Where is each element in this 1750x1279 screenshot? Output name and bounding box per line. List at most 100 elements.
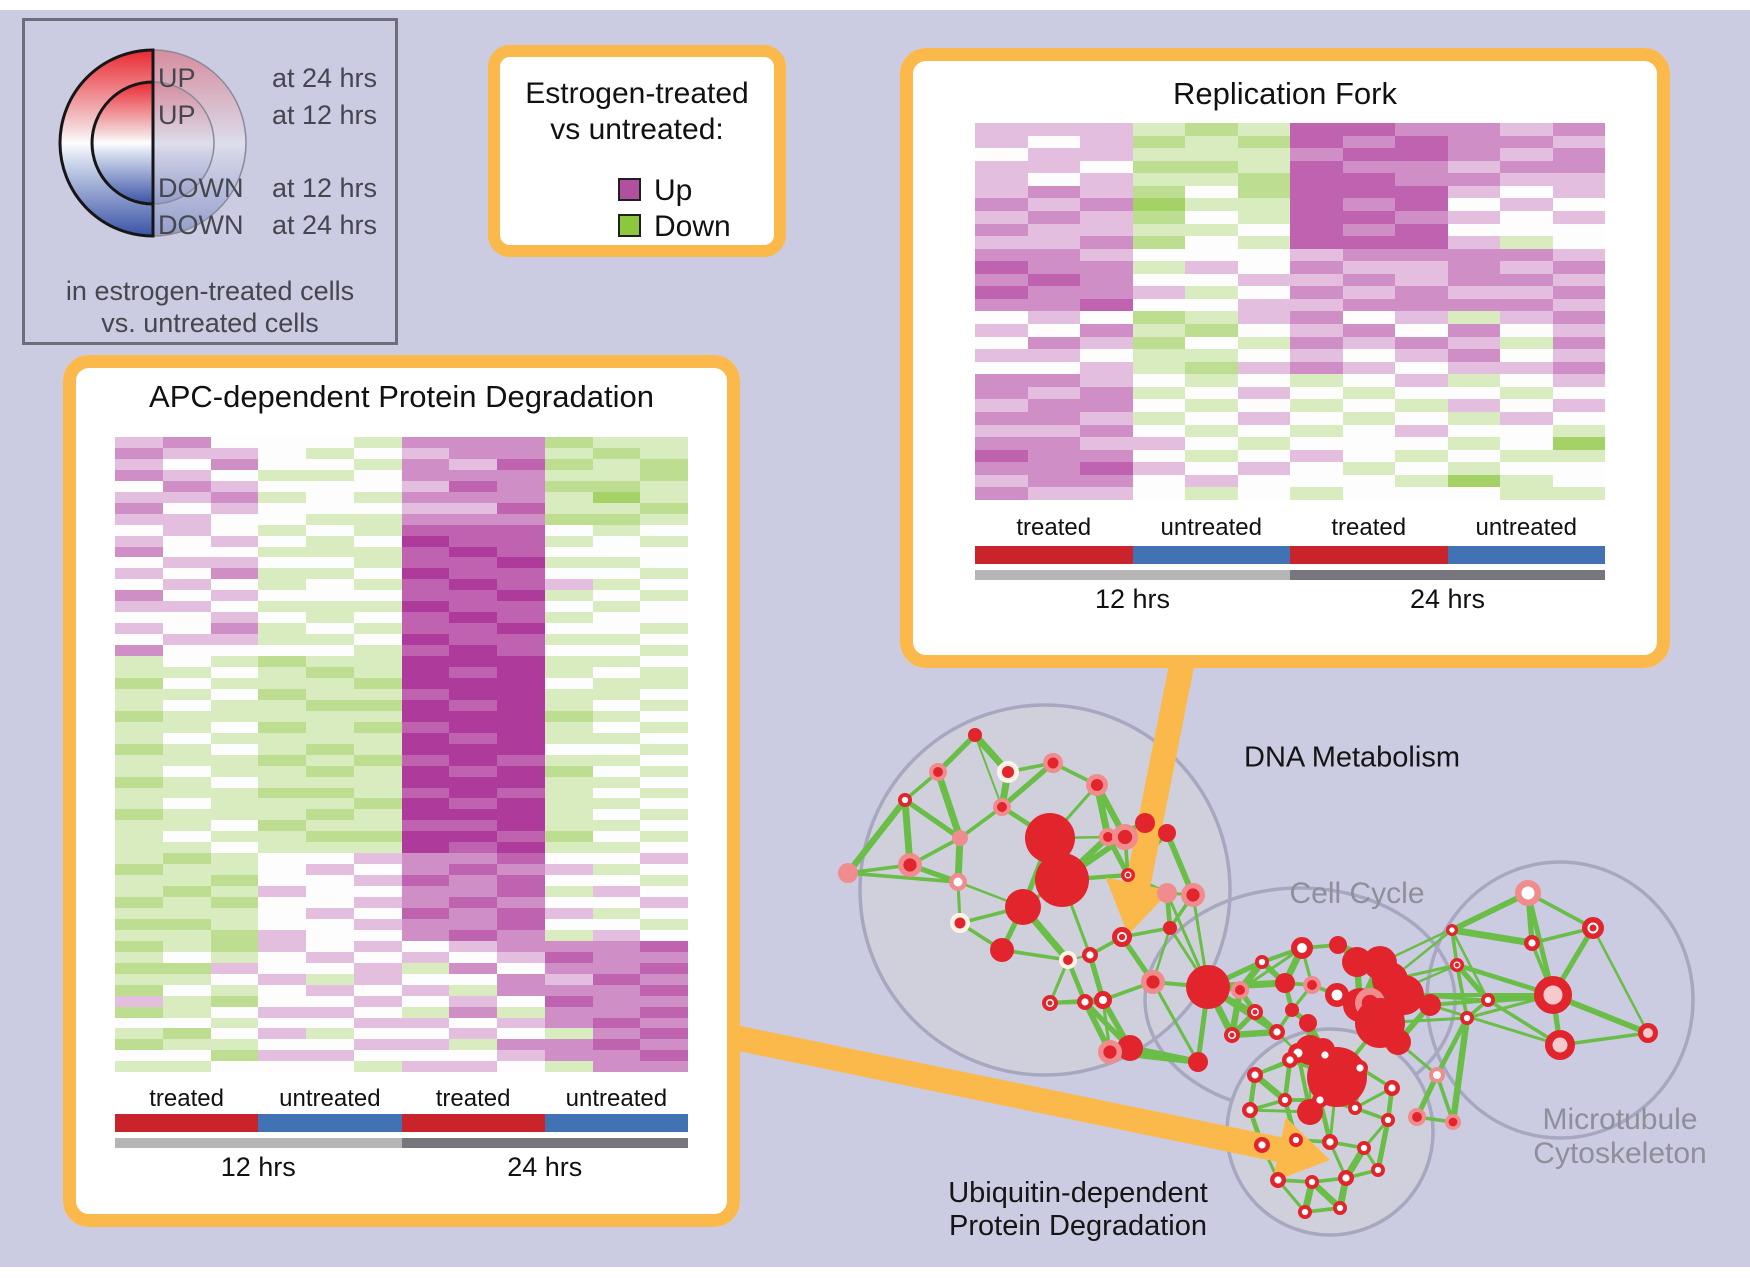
- untreated-bar: [1132, 546, 1290, 564]
- heatmap-row: [975, 399, 1605, 412]
- panel-apc-dependent-protein-degradation: APC-dependent Protein Degradation treated…: [63, 355, 740, 1227]
- heatmap-row: [115, 590, 688, 602]
- heatmap-row: [115, 513, 688, 525]
- network-label-line: Ubiquitin-dependent: [948, 1177, 1208, 1209]
- treated-bar: [115, 1114, 259, 1132]
- treated-bar: [401, 1114, 545, 1132]
- group-label-2-treated: treated: [435, 1085, 511, 1112]
- heatmap-row: [975, 298, 1605, 312]
- treated-bar: [975, 546, 1133, 564]
- heatmap-apc: [115, 437, 688, 1073]
- untreated-bar: [544, 1114, 688, 1132]
- heatmap-row: [115, 568, 688, 580]
- network-label-line: DNA Metabolism: [1244, 741, 1460, 774]
- heatmap-row: [975, 123, 1605, 136]
- heatmap-row: [115, 677, 688, 689]
- heatmap-row: [115, 469, 688, 481]
- heatmap-row: [115, 973, 688, 985]
- heatmap-row: [975, 462, 1605, 475]
- heatmap-row: [975, 487, 1605, 500]
- heatmap-row: [115, 634, 688, 646]
- heatmap-row: [115, 437, 688, 448]
- network-label-line: Protein Degradation: [949, 1210, 1207, 1242]
- heatmap-row: [975, 185, 1605, 199]
- heatmap-row: [115, 721, 688, 733]
- time-bar-12hrs: [115, 1138, 402, 1148]
- heatmap-row: [115, 984, 688, 996]
- untreated-bar: [258, 1114, 402, 1132]
- circle-legend-direction-1: UP: [158, 100, 196, 130]
- time-bar-24hrs: [1290, 570, 1605, 580]
- heatmap-row: [115, 447, 688, 459]
- figure-canvas: UP at 24 hrs UP at 12 hrs DOWN at 12 hrs DOWN a…: [0, 10, 1750, 1267]
- heatmap-row: [115, 809, 688, 821]
- heatmap-row: [975, 286, 1605, 299]
- group-label-3-untreated: untreated: [1475, 514, 1577, 541]
- color-legend-item-label: Down: [654, 210, 731, 243]
- heatmap-row: [975, 361, 1605, 375]
- heatmap-row: [975, 173, 1605, 186]
- heatmap-row: [975, 135, 1605, 149]
- heatmap-row: [115, 645, 688, 657]
- heatmap-row: [115, 864, 688, 876]
- time-label-12hrs: 12 hrs: [1094, 584, 1171, 614]
- heatmap-row: [115, 1017, 688, 1029]
- circle-legend-time-0: at 24 hrs: [271, 63, 377, 93]
- color-legend-item-label: Up: [654, 174, 693, 207]
- heatmap-row: [975, 411, 1605, 425]
- time-bar-24hrs: [401, 1138, 688, 1148]
- color-legend-box: Estrogen-treated vs untreated: Up Down: [488, 45, 786, 257]
- color-legend-title-line2: vs untreated:: [550, 113, 724, 146]
- heatmap-row: [115, 524, 688, 536]
- heatmap-row: [115, 1028, 688, 1040]
- heatmap-row: [975, 437, 1605, 450]
- untreated-bar: [1447, 546, 1605, 564]
- bottom-margin: [0, 1267, 1750, 1279]
- heatmap-row: [975, 236, 1605, 249]
- heatmap-row: [115, 897, 688, 908]
- heatmap-row: [115, 831, 688, 843]
- network-cluster-label-mt: Microtubule Cytoskeleton: [1533, 1103, 1706, 1171]
- heatmap-row: [975, 449, 1605, 463]
- heatmap-row: [115, 732, 688, 744]
- heatmap-row: [115, 765, 688, 777]
- heatmap-row: [115, 546, 688, 558]
- heatmap-row: [115, 601, 688, 613]
- heatmap-row: [975, 148, 1605, 161]
- heatmap-row: [115, 656, 688, 668]
- heatmap-row: [115, 502, 688, 514]
- top-margin: [0, 0, 1750, 10]
- heatmap-row: [115, 951, 688, 963]
- group-label-0-treated: treated: [149, 1085, 224, 1112]
- heatmap-row: [115, 623, 688, 635]
- down-color-swatch-icon: [618, 214, 641, 237]
- network-cluster-label-ub: Ubiquitin-dependent Protein Degradation: [948, 1177, 1208, 1243]
- heatmap-row: [115, 929, 688, 941]
- group-label-0-treated: treated: [1016, 514, 1092, 541]
- heatmap-row: [115, 491, 688, 503]
- network-label-line: Cell Cycle: [1289, 877, 1425, 910]
- treated-bar: [1290, 546, 1448, 564]
- circle-legend-direction-2: DOWN: [158, 173, 244, 203]
- heatmap-row: [975, 386, 1605, 400]
- heatmap-row: [975, 424, 1605, 438]
- heatmap-row: [975, 336, 1605, 350]
- heatmap-row: [115, 787, 688, 799]
- circle-legend-caption-line1: in estrogen-treated cells: [65, 276, 355, 306]
- heatmap-row: [115, 458, 688, 470]
- up-down-gradient-circles-icon: [58, 48, 247, 238]
- heatmap-row: [115, 480, 688, 492]
- heatmap-row: [115, 754, 688, 766]
- heatmap-row: [975, 273, 1605, 287]
- group-label-1-untreated: untreated: [279, 1085, 381, 1112]
- heatmap-row: [975, 223, 1605, 237]
- heatmap-row: [115, 995, 688, 1007]
- time-label-12hrs: 12 hrs: [220, 1152, 296, 1182]
- group-label-3-untreated: untreated: [565, 1085, 668, 1112]
- heatmap-row: [115, 820, 688, 832]
- circle-legend-direction-3: DOWN: [158, 210, 244, 240]
- heatmap-row: [975, 324, 1605, 337]
- heatmap-row: [115, 699, 688, 711]
- heatmap-row: [115, 798, 688, 810]
